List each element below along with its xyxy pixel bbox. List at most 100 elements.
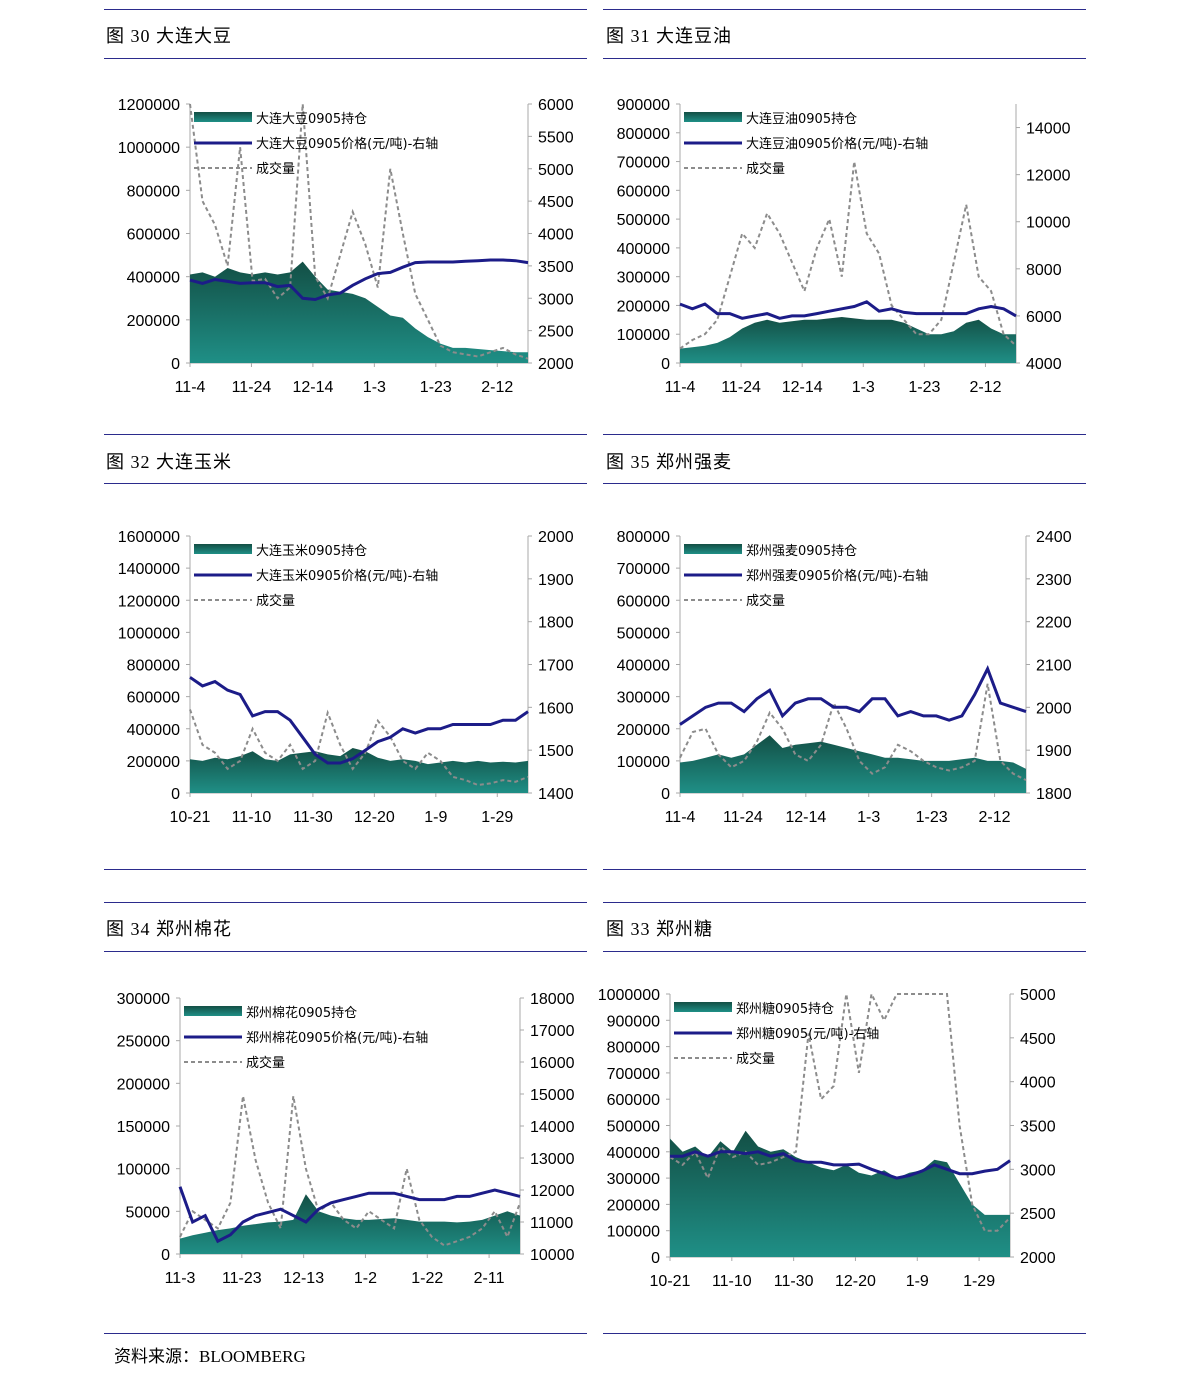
left-tick-label: 200000 [617, 298, 670, 315]
right-tick-label: 1700 [538, 658, 574, 675]
left-tick-label: 800000 [127, 183, 180, 200]
figure-title-fig35: 图 35 郑州强麦 [606, 452, 732, 472]
x-tick-label: 1-2 [354, 1270, 377, 1287]
right-tick-label: 2300 [1036, 572, 1072, 589]
x-tick-label: 1-23 [916, 809, 948, 826]
right-tick-label: 3500 [1020, 1119, 1056, 1136]
open-interest-area [680, 317, 1016, 363]
right-tick-label: 1600 [538, 700, 574, 717]
right-tick-label: 18000 [530, 991, 575, 1008]
x-tick-label: 1-29 [963, 1273, 995, 1290]
left-tick-label: 100000 [607, 1224, 660, 1241]
legend-label: 大连玉米0905持仓 [256, 543, 367, 559]
left-tick-label: 900000 [617, 97, 670, 114]
rule-right-3c [603, 951, 1086, 952]
chart-fig32: 0 200000 400000 600000 800000 1000000 1200000 1… [118, 529, 574, 826]
legend-swatch-area [194, 112, 252, 122]
x-tick-label: 2-11 [474, 1270, 505, 1287]
x-tick-label: 11-3 [165, 1270, 196, 1287]
chart-fig31: 0 100000 200000 300000 400000 500000 600000 700… [617, 97, 1071, 396]
right-tick-label: 3000 [538, 291, 574, 308]
price-line [178, 1186, 521, 1244]
left-tick-label: 0 [171, 356, 180, 373]
rule-left-3b [104, 902, 587, 903]
left-tick-label: 600000 [607, 1092, 660, 1109]
volume-line [669, 990, 1011, 1232]
right-tick-label: 16000 [530, 1055, 575, 1072]
right-tick-label: 12000 [1026, 168, 1071, 185]
rule-title-left-1 [104, 58, 587, 59]
right-tick-label: 1800 [538, 615, 574, 632]
x-tick-label: 1-9 [424, 809, 447, 826]
left-tick-label: 0 [171, 786, 180, 803]
left-tick-label: 0 [161, 1247, 170, 1264]
x-tick-label: 11-4 [665, 809, 696, 826]
right-tick-label: 10000 [1026, 215, 1071, 232]
legend-label: 大连大豆0905价格(元/吨)-右轴 [256, 136, 438, 152]
x-tick-label: 12-20 [354, 809, 395, 826]
left-tick-label: 100000 [617, 754, 670, 771]
right-tick-label: 11000 [530, 1215, 573, 1232]
figure-title-fig34: 图 34 郑州棉花 [106, 919, 232, 939]
chart-fig30: 0 200000 400000 600000 800000 1000000 1200000 2… [118, 97, 574, 396]
left-tick-label: 600000 [617, 593, 670, 610]
right-tick-label: 1800 [1036, 786, 1072, 803]
legend-label: 郑州棉花0905价格(元/吨)-右轴 [246, 1030, 428, 1046]
x-tick-label: 11-24 [723, 809, 763, 826]
left-tick-label: 150000 [117, 1119, 170, 1136]
rule-top-left [104, 9, 587, 10]
left-tick-label: 1200000 [118, 97, 180, 114]
open-interest-area [680, 735, 1026, 793]
open-interest-area [190, 748, 528, 793]
right-tick-label: 3000 [1020, 1162, 1056, 1179]
rule-left-2a [104, 434, 587, 435]
legend-label: 大连豆油0905价格(元/吨)-右轴 [746, 136, 928, 152]
rule-left-3a [104, 869, 587, 870]
rule-bottom-right [603, 1333, 1086, 1334]
right-tick-label: 15000 [530, 1087, 575, 1104]
legend-label: 成交量 [246, 1055, 285, 1071]
right-tick-label: 4500 [1020, 1031, 1056, 1048]
rule-bottom-left [104, 1333, 587, 1334]
x-tick-label: 12-14 [782, 379, 823, 396]
right-tick-label: 12000 [530, 1183, 575, 1200]
x-tick-label: 1-3 [857, 809, 880, 826]
right-tick-label: 5500 [538, 129, 574, 146]
left-tick-label: 400000 [617, 658, 670, 675]
price-line [679, 665, 1027, 726]
price-line [670, 1150, 1011, 1180]
volume-line [679, 683, 1027, 781]
left-tick-label: 200000 [127, 754, 180, 771]
source-note: 资料来源：BLOOMBERG [114, 1347, 306, 1366]
right-tick-label: 6000 [538, 97, 574, 114]
figure-title-fig33: 图 33 郑州糖 [606, 919, 713, 939]
right-tick-label: 13000 [530, 1151, 575, 1168]
x-tick-label: 11-23 [222, 1270, 262, 1287]
rule-right-2b [603, 483, 1086, 484]
legend-label: 成交量 [736, 1051, 775, 1067]
legend-label: 成交量 [746, 593, 785, 609]
x-tick-label: 10-21 [170, 809, 211, 826]
x-tick-label: 12-14 [292, 379, 333, 396]
legend-label: 成交量 [746, 161, 785, 177]
left-tick-label: 1400000 [118, 561, 180, 578]
legend-swatch-area [184, 1006, 242, 1016]
volume-line [179, 1095, 521, 1247]
legend-label: 郑州糖0905(元/吨)-右轴 [736, 1026, 879, 1042]
right-tick-label: 2200 [1036, 615, 1072, 632]
left-tick-label: 800000 [127, 658, 180, 675]
rule-right-3b [603, 902, 1086, 903]
right-tick-label: 5000 [1020, 987, 1056, 1004]
legend-label: 大连豆油0905持仓 [746, 111, 857, 127]
right-tick-label: 1900 [538, 572, 574, 589]
legend-label: 大连玉米0905价格(元/吨)-右轴 [256, 568, 438, 584]
left-tick-label: 50000 [126, 1204, 171, 1221]
right-tick-label: 2000 [538, 529, 574, 546]
x-tick-label: 1-23 [908, 379, 940, 396]
rule-left-2b [104, 483, 587, 484]
rule-title-right-1 [603, 58, 1086, 59]
rule-top-right [603, 9, 1086, 10]
left-tick-label: 800000 [607, 1040, 660, 1057]
x-tick-label: 12-20 [835, 1273, 876, 1290]
x-tick-label: 11-4 [665, 379, 696, 396]
